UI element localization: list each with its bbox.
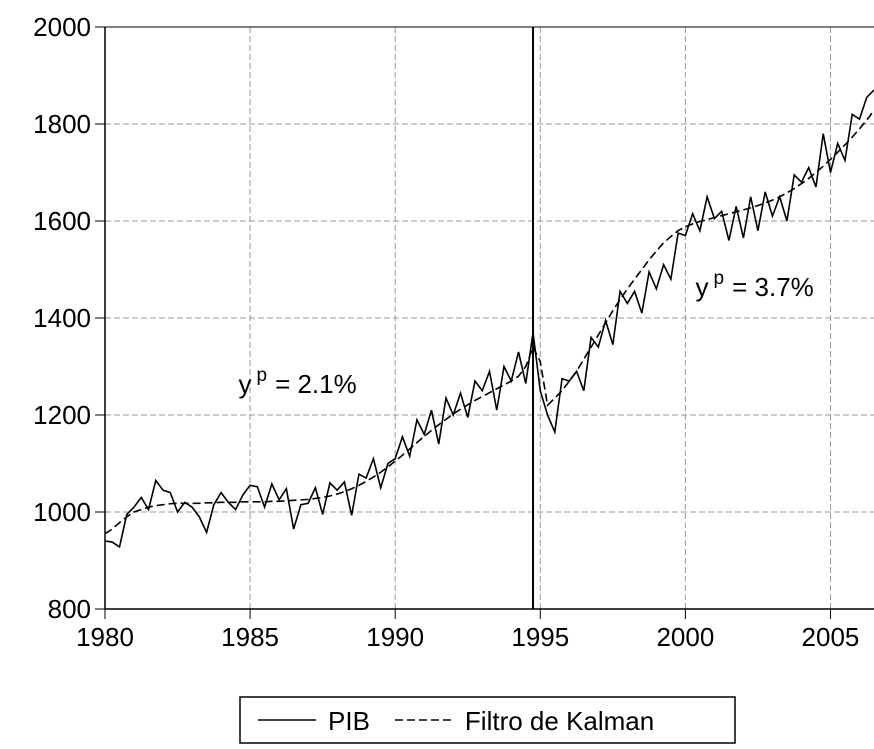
legend-label: PIB bbox=[328, 706, 370, 736]
annotation-sup: p bbox=[256, 365, 267, 386]
annotation-text: = 2.1% bbox=[275, 369, 357, 399]
data-line bbox=[104, 89, 874, 549]
y-tick-label: 1600 bbox=[33, 206, 91, 236]
y-tick-label: 1200 bbox=[33, 400, 91, 430]
annotation-base: y bbox=[238, 369, 251, 399]
y-tick-label: 1000 bbox=[33, 497, 91, 527]
annotation-sup: p bbox=[714, 268, 725, 289]
y-tick-label: 800 bbox=[48, 594, 91, 624]
x-tick-label: 1980 bbox=[76, 622, 134, 652]
annotation: y p = 2.1% bbox=[238, 365, 356, 399]
annotation-base: y bbox=[696, 272, 709, 302]
x-tick-label: 2005 bbox=[802, 622, 860, 652]
x-tick-label: 2000 bbox=[656, 622, 714, 652]
annotation: y p = 3.7% bbox=[696, 268, 814, 302]
x-tick-label: 1990 bbox=[366, 622, 424, 652]
y-tick-label: 2000 bbox=[33, 12, 91, 42]
x-tick-label: 1995 bbox=[511, 622, 569, 652]
annotation-text: = 3.7% bbox=[732, 272, 814, 302]
data-line bbox=[104, 109, 874, 535]
legend-box bbox=[239, 696, 736, 744]
y-tick-label: 1800 bbox=[33, 109, 91, 139]
y-tick-label: 1400 bbox=[33, 303, 91, 333]
x-tick-label: 1985 bbox=[221, 622, 279, 652]
legend-label: Filtro de Kalman bbox=[465, 706, 654, 736]
